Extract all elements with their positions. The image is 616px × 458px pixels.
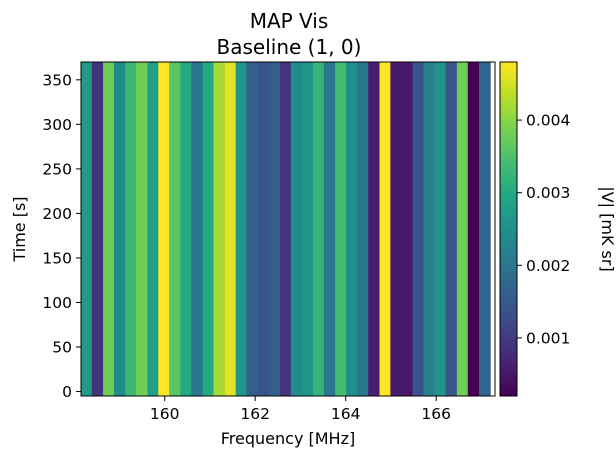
y-tick-label: 200 (42, 205, 72, 223)
heatmap-cell (81, 62, 93, 396)
colorbar-tick-label: 0.001 (526, 329, 570, 347)
heatmap-cell (91, 62, 104, 396)
heatmap-cell (213, 62, 226, 396)
heatmap-cell (434, 62, 447, 396)
heatmap-cell (125, 62, 137, 396)
y-tick-label: 350 (42, 71, 72, 89)
x-axis-ticks: 160 162 164 166 (150, 396, 451, 423)
heatmap-cell (456, 62, 469, 396)
heatmap-cell (158, 62, 170, 396)
y-axis-label: Time [s] (10, 196, 29, 262)
heatmap-cell (113, 62, 126, 396)
heatmap-cell (279, 62, 292, 396)
plot-frame (80, 61, 496, 397)
chart-title: MAP Vis (250, 9, 329, 33)
heatmap-cell (379, 62, 392, 396)
heatmap-cell (169, 62, 181, 396)
heatmap-cell (246, 62, 259, 396)
colorbar-tick-label: 0.004 (526, 112, 570, 130)
heatmap-cell (346, 62, 358, 396)
heatmap-cell (390, 62, 403, 396)
x-tick-label: 160 (150, 405, 180, 423)
heatmap-cell (191, 62, 203, 396)
heatmap-cell (180, 62, 193, 396)
x-tick-label: 164 (331, 405, 361, 423)
heatmap-cell (445, 62, 458, 396)
heatmap-cell (335, 62, 347, 396)
y-tick-label: 50 (52, 339, 72, 357)
colorbar-label: |V| [mK sr] (598, 186, 616, 271)
heatmap-cells (81, 62, 491, 396)
heatmap-cell (302, 62, 314, 396)
colorbar-tick-label: 0.003 (526, 184, 570, 202)
colorbar-ticks: 0.001 0.002 0.003 0.004 (517, 112, 570, 347)
y-tick-label: 250 (42, 160, 72, 178)
heatmap-cell (323, 62, 336, 396)
y-tick-label: 100 (42, 294, 72, 312)
colorbar-tick-label: 0.002 (526, 257, 570, 275)
heatmap-cell (147, 62, 160, 396)
heatmap-cell (313, 62, 325, 396)
heatmap-cell (368, 62, 380, 396)
heatmap-cell (224, 62, 237, 396)
y-tick-label: 0 (62, 383, 72, 401)
heatmap-cell (467, 62, 480, 396)
y-tick-label: 300 (42, 116, 72, 134)
x-tick-label: 162 (240, 405, 270, 423)
x-axis-label: Frequency [MHz] (221, 429, 355, 448)
heatmap-cell (401, 62, 414, 396)
chart-subtitle: Baseline (1, 0) (217, 35, 362, 59)
x-tick-label: 166 (421, 405, 451, 423)
colorbar (499, 61, 518, 397)
heatmap-cell (257, 62, 270, 396)
heatmap-cell (357, 62, 369, 396)
heatmap-cell (136, 62, 148, 396)
y-tick-label: 150 (42, 249, 72, 267)
heatmap-cell (412, 62, 425, 396)
heatmap-cell (235, 62, 248, 396)
heatmap-cell (202, 62, 215, 396)
heatmap-cell (423, 62, 436, 396)
heatmap-cell (479, 62, 491, 396)
heatmap-cell (103, 62, 115, 396)
heatmap-cell (268, 62, 281, 396)
y-axis-ticks: 0 50 100 150 200 250 300 350 (42, 71, 81, 401)
heatmap-cell (290, 62, 303, 396)
